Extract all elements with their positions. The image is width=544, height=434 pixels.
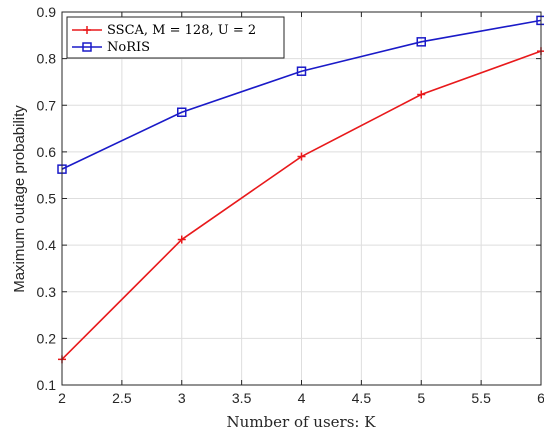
data-point: [297, 152, 306, 161]
y-tick-label: 0.5: [37, 191, 57, 207]
data-point: [177, 235, 186, 244]
y-tick-label: 0.1: [37, 377, 57, 393]
x-tick-label: 3: [178, 390, 186, 406]
x-tick-label: 6: [537, 390, 544, 406]
data-point: [416, 37, 426, 47]
y-tick-label: 0.7: [37, 97, 57, 113]
x-tick-label: 3.5: [232, 390, 252, 406]
y-tick-label: 0.6: [37, 144, 57, 160]
data-point: [296, 66, 307, 76]
legend-entry-label: SSCA, M = 128, U = 2: [107, 23, 256, 38]
data-point: [177, 107, 187, 117]
x-tick-label: 5.5: [471, 390, 491, 406]
x-tick-label: 4.5: [352, 390, 372, 406]
legend-entry-label: NoRIS: [107, 40, 150, 55]
y-tick-label: 0.8: [37, 51, 57, 67]
series-layer: [57, 15, 544, 364]
legend-box: [66, 16, 285, 59]
x-tick-label: 2: [58, 390, 66, 406]
x-tick-label: 2.5: [112, 390, 132, 406]
ticks: 2 2.5 3 3.5 4 4.5 5 5.5 6 0.1 0.2 0.3 0.4 0.5 0.6 0.7 0.…: [37, 4, 544, 406]
y-axis-label: Maximum outage probability: [11, 105, 28, 293]
y-tick-label: 0.9: [37, 4, 57, 20]
series-line-2: [61, 19, 542, 170]
y-tick-label: 0.3: [37, 284, 57, 300]
data-point: [417, 90, 426, 99]
x-axis-label: Number of users: K: [227, 413, 377, 431]
legend-marker: [83, 26, 91, 34]
x-tick-label: 5: [417, 390, 425, 406]
legend-marker: [82, 42, 92, 52]
y-tick-label: 0.2: [37, 330, 57, 346]
legend: SSCA, M = 128, U = 2 NoRIS: [66, 16, 285, 59]
y-tick-label: 0.4: [37, 237, 57, 253]
x-tick-label: 4: [298, 390, 306, 406]
